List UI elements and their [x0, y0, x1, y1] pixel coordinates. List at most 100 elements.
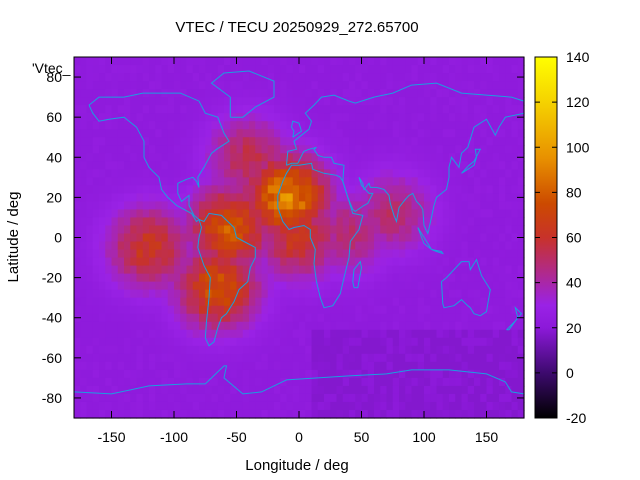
- heatmap-cell: [224, 185, 231, 194]
- heatmap-cell: [230, 321, 238, 331]
- heatmap-cell: [249, 89, 256, 98]
- heatmap-cell: [161, 169, 169, 178]
- heatmap-cell: [242, 201, 250, 211]
- heatmap-cell: [505, 401, 513, 411]
- heatmap-cell: [449, 73, 456, 82]
- heatmap-cell: [267, 121, 275, 130]
- heatmap-cell: [117, 257, 125, 267]
- heatmap-cell: [186, 409, 194, 419]
- heatmap-cell: [474, 105, 481, 114]
- heatmap-cell: [430, 193, 438, 202]
- heatmap-cell: [399, 89, 406, 98]
- heatmap-cell: [111, 281, 119, 291]
- heatmap-cell: [505, 321, 513, 331]
- heatmap-cell: [517, 89, 525, 98]
- heatmap-cell: [467, 177, 475, 186]
- heatmap-cell: [336, 297, 344, 307]
- heatmap-cell: [505, 281, 513, 291]
- heatmap-cell: [317, 353, 325, 363]
- heatmap-cell: [74, 305, 81, 315]
- heatmap-cell: [286, 289, 294, 299]
- heatmap-cell: [136, 57, 144, 66]
- heatmap-cell: [199, 89, 206, 98]
- heatmap-cell: [230, 137, 238, 146]
- heatmap-cell: [99, 89, 106, 98]
- heatmap-cell: [174, 177, 181, 186]
- heatmap-cell: [192, 329, 200, 339]
- heatmap-cell: [361, 297, 369, 307]
- heatmap-cell: [211, 193, 219, 202]
- heatmap-cell: [492, 321, 500, 331]
- heatmap-cell: [467, 361, 475, 371]
- heatmap-cell: [511, 73, 519, 82]
- heatmap-cell: [180, 265, 188, 275]
- heatmap-cell: [199, 113, 206, 122]
- heatmap-cell: [111, 393, 119, 403]
- heatmap-cell: [511, 89, 519, 98]
- heatmap-cell: [499, 241, 506, 251]
- heatmap-cell: [467, 401, 475, 411]
- heatmap-cell: [511, 161, 519, 170]
- heatmap-cell: [180, 113, 188, 122]
- heatmap-cell: [436, 409, 444, 419]
- heatmap-cell: [474, 265, 481, 275]
- heatmap-cell: [180, 137, 188, 146]
- heatmap-cell: [330, 137, 338, 146]
- heatmap-cell: [105, 233, 113, 243]
- heatmap-cell: [411, 409, 419, 419]
- heatmap-cell: [449, 145, 456, 154]
- heatmap-cell: [511, 121, 519, 130]
- heatmap-cell: [292, 193, 300, 202]
- heatmap-cell: [155, 329, 163, 339]
- heatmap-cell: [111, 193, 119, 202]
- heatmap-cell: [349, 281, 356, 291]
- heatmap-cell: [217, 169, 225, 178]
- heatmap-cell: [367, 401, 375, 411]
- heatmap-cell: [224, 281, 231, 291]
- heatmap-cell: [449, 393, 456, 403]
- heatmap-cell: [161, 105, 169, 114]
- heatmap-cell: [511, 289, 519, 299]
- heatmap-cell: [230, 145, 238, 154]
- heatmap-cell: [192, 89, 200, 98]
- heatmap-cell: [311, 97, 319, 106]
- heatmap-cell: [224, 401, 231, 411]
- heatmap-cell: [242, 377, 250, 387]
- heatmap-cell: [430, 377, 438, 387]
- heatmap-cell: [80, 305, 88, 315]
- heatmap-cell: [449, 401, 456, 411]
- heatmap-cell: [411, 369, 419, 379]
- heatmap-cell: [186, 297, 194, 307]
- x-axis-ticks: -150 -100 -50 0 50 100 150: [97, 57, 498, 445]
- heatmap-cell: [392, 129, 400, 138]
- heatmap-cell: [405, 249, 413, 259]
- heatmap-cell: [367, 129, 375, 138]
- heatmap-cell: [280, 225, 288, 235]
- heatmap-cell: [280, 361, 288, 371]
- heatmap-cell: [211, 177, 219, 186]
- heatmap-cell: [230, 385, 238, 395]
- heatmap-cell: [474, 241, 481, 251]
- heatmap-cell: [99, 233, 106, 243]
- heatmap-cell: [349, 257, 356, 267]
- heatmap-cell: [255, 385, 263, 395]
- heatmap-cell: [367, 241, 375, 251]
- heatmap-cell: [342, 233, 350, 243]
- heatmap-cell: [436, 185, 444, 194]
- heatmap-cell: [455, 345, 463, 355]
- heatmap-cell: [230, 257, 238, 267]
- heatmap-cell: [255, 313, 263, 323]
- heatmap-cell: [467, 225, 475, 235]
- heatmap-cell: [117, 401, 125, 411]
- heatmap-cell: [392, 249, 400, 259]
- heatmap-cell: [386, 57, 394, 66]
- heatmap-cell: [330, 169, 338, 178]
- heatmap-cell: [511, 321, 519, 331]
- heatmap-cell: [480, 337, 488, 347]
- heatmap-cell: [124, 233, 131, 243]
- vtec-heatmap: [74, 57, 525, 419]
- heatmap-cell: [136, 185, 144, 194]
- heatmap-cell: [342, 65, 350, 74]
- heatmap-cell: [242, 225, 250, 235]
- heatmap-cell: [174, 193, 181, 202]
